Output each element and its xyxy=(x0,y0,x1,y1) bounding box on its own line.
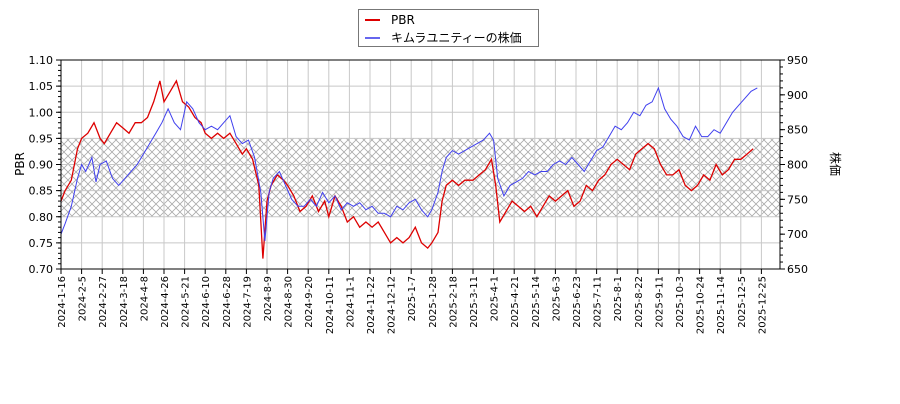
y-tick-left-label: 0.70 xyxy=(29,263,54,276)
x-tick-label: 2024-5-21 xyxy=(181,276,192,328)
legend-swatch-blue xyxy=(365,37,380,39)
x-tick-label: 2025-11-14 xyxy=(716,276,727,334)
y-axis-right-label: 株価 xyxy=(828,152,843,176)
x-tick-label: 2025-1-28 xyxy=(428,276,439,328)
x-tick-label: 2025-12-5 xyxy=(737,276,748,328)
shaded-band xyxy=(61,138,780,217)
legend-label-stock-price: キムラユニティーの株価 xyxy=(391,31,522,45)
x-tick-label: 2024-11-22 xyxy=(366,276,377,334)
x-tick-label: 2025-10-3 xyxy=(675,276,686,328)
y-axis-left: 0.70 0.75 0.80 0.85 0.90 0.95 1.00 1.05 1.10 xyxy=(29,54,61,276)
x-tick-label: 2025-6-23 xyxy=(572,276,583,328)
y-tick-left-label: 0.90 xyxy=(29,159,54,172)
x-tick-label: 2025-9-11 xyxy=(654,276,665,328)
x-tick-label: 2024-2-27 xyxy=(98,276,109,328)
x-tick-label: 2025-10-24 xyxy=(696,276,707,334)
x-tick-label: 2025-8-22 xyxy=(634,276,645,328)
y-tick-left-label: 1.10 xyxy=(29,54,54,67)
y-tick-right-label: 950 xyxy=(787,54,808,67)
x-tick-label: 2024-10-11 xyxy=(325,276,336,334)
x-tick-label: 2024-2-5 xyxy=(78,276,89,321)
x-tick-label: 2024-11-1 xyxy=(345,276,356,328)
series-lines xyxy=(60,79,758,259)
y-tick-left-label: 1.00 xyxy=(29,106,54,119)
y-tick-left-label: 0.85 xyxy=(29,185,54,198)
y-tick-right-label: 750 xyxy=(787,193,808,206)
legend-swatch-red xyxy=(365,19,380,21)
x-tick-label: 2024-8-30 xyxy=(284,276,295,328)
x-tick-label: 2024-1-16 xyxy=(57,276,68,328)
grid-lines xyxy=(60,59,780,270)
stock-price-line xyxy=(60,86,758,242)
y-tick-right-label: 650 xyxy=(787,263,808,276)
x-tick-label: 2025-2-18 xyxy=(448,276,459,328)
x-tick-label: 2025-1-7 xyxy=(407,276,418,321)
x-tick-label: 2025-5-14 xyxy=(531,276,542,328)
y-tick-left-label: 0.95 xyxy=(29,132,54,145)
y-tick-right-label: 700 xyxy=(787,228,808,241)
x-tick-label: 2024-6-10 xyxy=(201,276,212,328)
x-tick-label: 2024-4-26 xyxy=(160,276,171,328)
x-tick-label: 2025-3-11 xyxy=(469,276,480,328)
y-axis-left-label: PBR xyxy=(13,152,27,176)
x-tick-label: 2025-7-11 xyxy=(593,276,604,328)
y-tick-right-label: 850 xyxy=(787,124,808,137)
x-tick-label: 2025-4-1 xyxy=(490,276,501,321)
x-tick-label: 2025-12-25 xyxy=(757,276,768,334)
x-tick-label: 2024-6-28 xyxy=(222,276,233,328)
x-tick-label: 2024-4-8 xyxy=(139,276,150,321)
y-tick-left-label: 0.80 xyxy=(29,211,54,224)
y-axis-right: 650 700 750 800 850 900 950 xyxy=(780,54,808,276)
y-tick-right-label: 800 xyxy=(787,159,808,172)
x-tick-label: 2024-9-20 xyxy=(304,276,315,328)
x-tick-label: 2024-8-9 xyxy=(263,276,274,321)
x-tick-label: 2024-7-19 xyxy=(242,276,253,328)
y-tick-left-label: 1.05 xyxy=(29,80,54,93)
x-tick-label: 2024-12-12 xyxy=(387,276,398,334)
x-tick-label: 2024-3-18 xyxy=(119,276,130,328)
pbr-line xyxy=(60,79,754,259)
x-tick-label: 2025-8-1 xyxy=(613,276,624,321)
x-axis: 2024-1-16 2024-2-5 2024-2-27 2024-3-18 2024-… xyxy=(57,269,768,334)
legend: PBR キムラユニティーの株価 xyxy=(358,9,539,47)
y-tick-left-label: 0.75 xyxy=(29,237,54,250)
x-tick-label: 2025-6-3 xyxy=(551,276,562,321)
x-tick-label: 2025-4-21 xyxy=(510,276,521,328)
legend-label-pbr: PBR xyxy=(391,13,415,27)
y-tick-right-label: 900 xyxy=(787,89,808,102)
